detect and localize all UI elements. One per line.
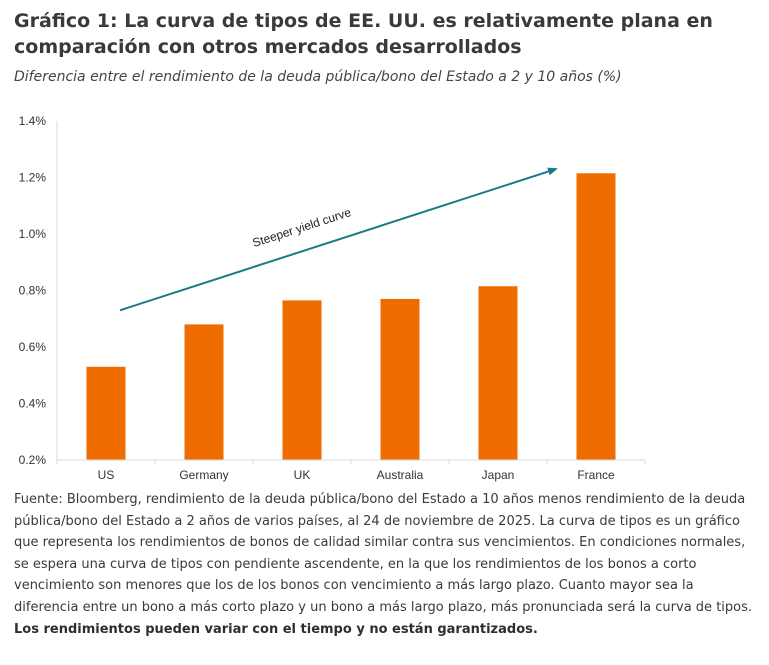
x-tick-label: Germany bbox=[179, 468, 228, 482]
trend-annotation-label: Steeper yield curve bbox=[251, 205, 353, 250]
x-tick-label: Australia bbox=[377, 468, 424, 482]
y-tick-label: 0.4% bbox=[19, 397, 47, 411]
footnote-text: Fuente: Bloomberg, rendimiento de la deu… bbox=[14, 492, 753, 615]
chart-subtitle: Diferencia entre el rendimiento de la de… bbox=[14, 69, 622, 85]
bars bbox=[86, 173, 616, 460]
source-footnote: Fuente: Bloomberg, rendimiento de la deu… bbox=[14, 489, 762, 640]
y-tick-label: 0.8% bbox=[19, 284, 47, 298]
trend-arrow bbox=[119, 167, 558, 312]
x-tick-label: France bbox=[577, 468, 615, 482]
bar-france bbox=[576, 173, 616, 460]
chart-title: Gráfico 1: La curva de tipos de EE. UU. … bbox=[14, 10, 713, 58]
bar-us bbox=[86, 366, 126, 460]
bar-germany bbox=[184, 324, 224, 460]
y-tick-label: 1.2% bbox=[19, 171, 47, 185]
y-axis: 0.2% 0.4% 0.6% 0.8% 1.0% 1.2% 1.4% bbox=[19, 114, 58, 467]
x-tick-label: Japan bbox=[482, 468, 515, 482]
y-tick-label: 1.0% bbox=[19, 227, 47, 241]
x-tick-label: UK bbox=[294, 468, 311, 482]
y-tick-label: 0.6% bbox=[19, 340, 47, 354]
x-axis: US Germany UK Australia Japan France bbox=[56, 459, 646, 482]
bar-uk bbox=[282, 300, 322, 460]
footnote-disclaimer: Los rendimientos pueden variar con el ti… bbox=[14, 621, 538, 637]
bar-japan bbox=[478, 286, 518, 460]
x-tick-label: US bbox=[98, 468, 115, 482]
y-tick-label: 0.2% bbox=[19, 453, 47, 467]
bar-chart: 0.2% 0.4% 0.6% 0.8% 1.0% 1.2% 1.4% US Germany UK… bbox=[19, 114, 646, 482]
y-tick-label: 1.4% bbox=[19, 114, 47, 128]
bar-australia bbox=[380, 298, 420, 460]
